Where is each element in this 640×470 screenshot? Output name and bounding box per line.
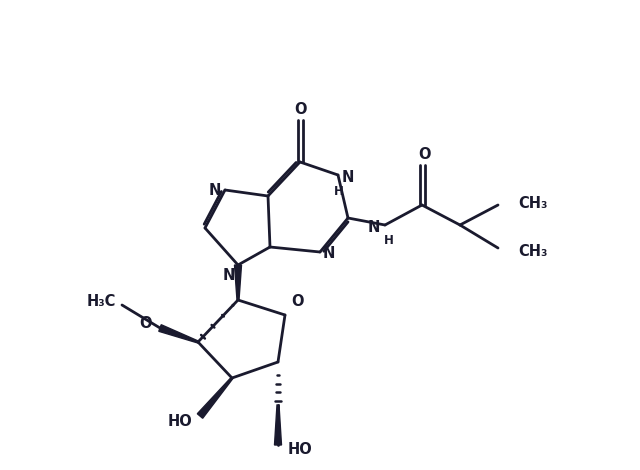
Polygon shape bbox=[159, 325, 198, 343]
Text: N: N bbox=[367, 219, 380, 235]
Text: CH₃: CH₃ bbox=[518, 243, 547, 258]
Text: H: H bbox=[384, 234, 394, 246]
Polygon shape bbox=[234, 265, 241, 300]
Text: O: O bbox=[418, 147, 430, 162]
Polygon shape bbox=[275, 405, 282, 445]
Text: N: N bbox=[323, 246, 335, 261]
Text: HO: HO bbox=[288, 442, 313, 457]
Text: HO: HO bbox=[167, 414, 192, 429]
Text: O: O bbox=[140, 315, 152, 330]
Text: O: O bbox=[291, 294, 303, 309]
Text: N: N bbox=[209, 182, 221, 197]
Text: H: H bbox=[334, 185, 344, 197]
Polygon shape bbox=[197, 377, 233, 418]
Text: CH₃: CH₃ bbox=[518, 196, 547, 211]
Text: N: N bbox=[342, 170, 355, 185]
Text: N: N bbox=[223, 268, 235, 283]
Text: O: O bbox=[294, 102, 307, 117]
Text: H₃C: H₃C bbox=[86, 295, 116, 310]
